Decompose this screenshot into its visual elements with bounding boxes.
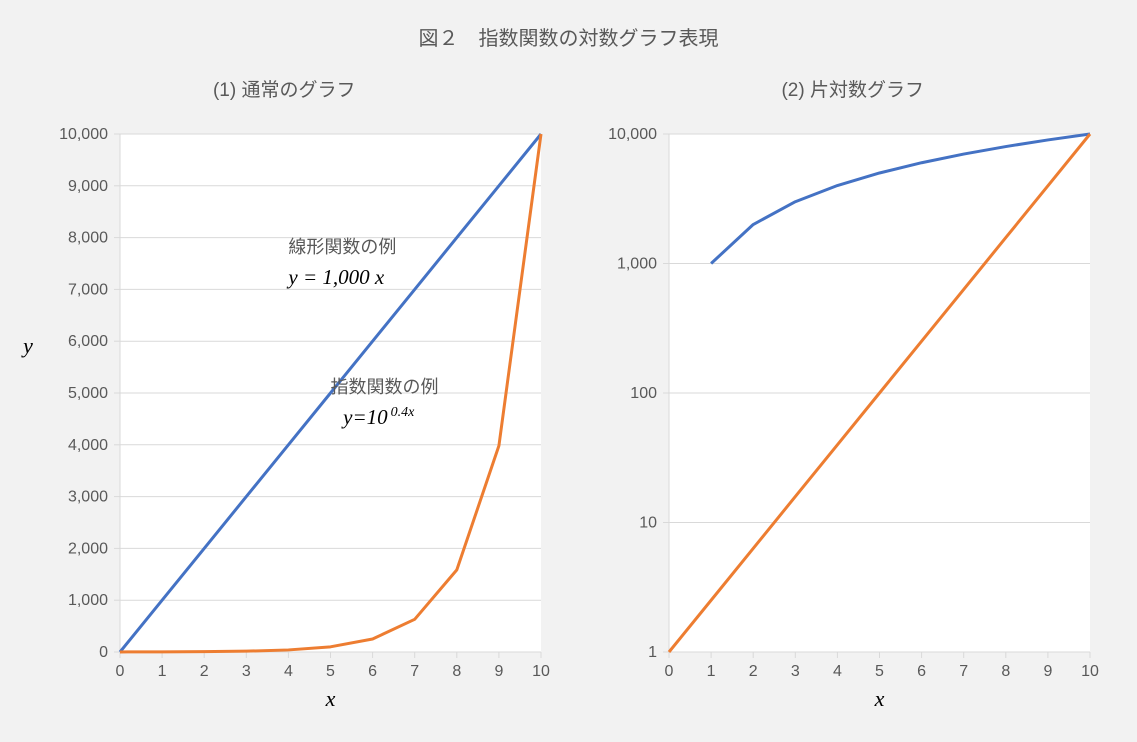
x-tick-label: 0 xyxy=(116,663,125,680)
x-tick-label: 6 xyxy=(917,663,926,680)
annot-exp-label: 指数関数の例 xyxy=(331,377,439,397)
x-tick-label: 9 xyxy=(494,663,503,680)
y-tick-label: 5,000 xyxy=(68,385,108,402)
y-tick-label: 10 xyxy=(639,515,657,532)
y-tick-label: 10,000 xyxy=(59,126,108,143)
x-tick-label: 10 xyxy=(1081,663,1099,680)
x-tick-label: 0 xyxy=(664,663,673,680)
x-tick-label: 5 xyxy=(326,663,335,680)
y-tick-label: 4,000 xyxy=(68,437,108,454)
y-tick-label: 10,000 xyxy=(608,126,657,143)
figure-main-title: 図２ 指数関数の対数グラフ表現 xyxy=(0,0,1137,51)
y-tick-label: 3,000 xyxy=(68,489,108,506)
x-axis-title: x xyxy=(873,686,884,711)
y-tick-label: 9,000 xyxy=(68,178,108,195)
subtitle-log: (2) 片対数グラフ xyxy=(569,75,1137,102)
x-tick-label: 2 xyxy=(748,663,757,680)
y-tick-label: 7,000 xyxy=(68,281,108,298)
annot-linear-formula: y = 1,000 x xyxy=(286,265,384,289)
chart-linear: 0 1,000 2,000 3,000 4,000 5,000 6,000 7,000 8,00… xyxy=(0,102,569,722)
x-tick-label: 10 xyxy=(532,663,550,680)
y-tick-label: 1 xyxy=(648,644,657,661)
y-tick-label: 0 xyxy=(99,644,108,661)
x-tick-label: 7 xyxy=(410,663,419,680)
y-tick-label: 8,000 xyxy=(68,230,108,247)
subtitle-linear: (1) 通常のグラフ xyxy=(0,75,569,102)
x-tick-label: 4 xyxy=(832,663,841,680)
y-tick-label: 6,000 xyxy=(68,333,108,350)
y-axis-title: y xyxy=(21,333,33,358)
x-tick-label: 8 xyxy=(452,663,461,680)
x-tick-label: 1 xyxy=(706,663,715,680)
chart-log: 1101001,00010,000012345678910x xyxy=(569,102,1137,722)
x-tick-label: 3 xyxy=(242,663,251,680)
x-tick-label: 4 xyxy=(284,663,293,680)
annot-linear-label: 線形関数の例 xyxy=(288,237,396,257)
x-tick-label: 2 xyxy=(200,663,209,680)
x-tick-label: 1 xyxy=(158,663,167,680)
y-tick-label: 1,000 xyxy=(68,592,108,609)
x-axis-title: x xyxy=(325,686,336,711)
x-tick-label: 3 xyxy=(790,663,799,680)
y-tick-label: 1,000 xyxy=(616,256,656,273)
x-tick-label: 7 xyxy=(959,663,968,680)
x-tick-label: 8 xyxy=(1001,663,1010,680)
x-tick-label: 9 xyxy=(1043,663,1052,680)
y-tick-label: 2,000 xyxy=(68,540,108,557)
y-tick-label: 100 xyxy=(630,385,657,402)
x-tick-label: 6 xyxy=(368,663,377,680)
x-tick-label: 5 xyxy=(875,663,884,680)
